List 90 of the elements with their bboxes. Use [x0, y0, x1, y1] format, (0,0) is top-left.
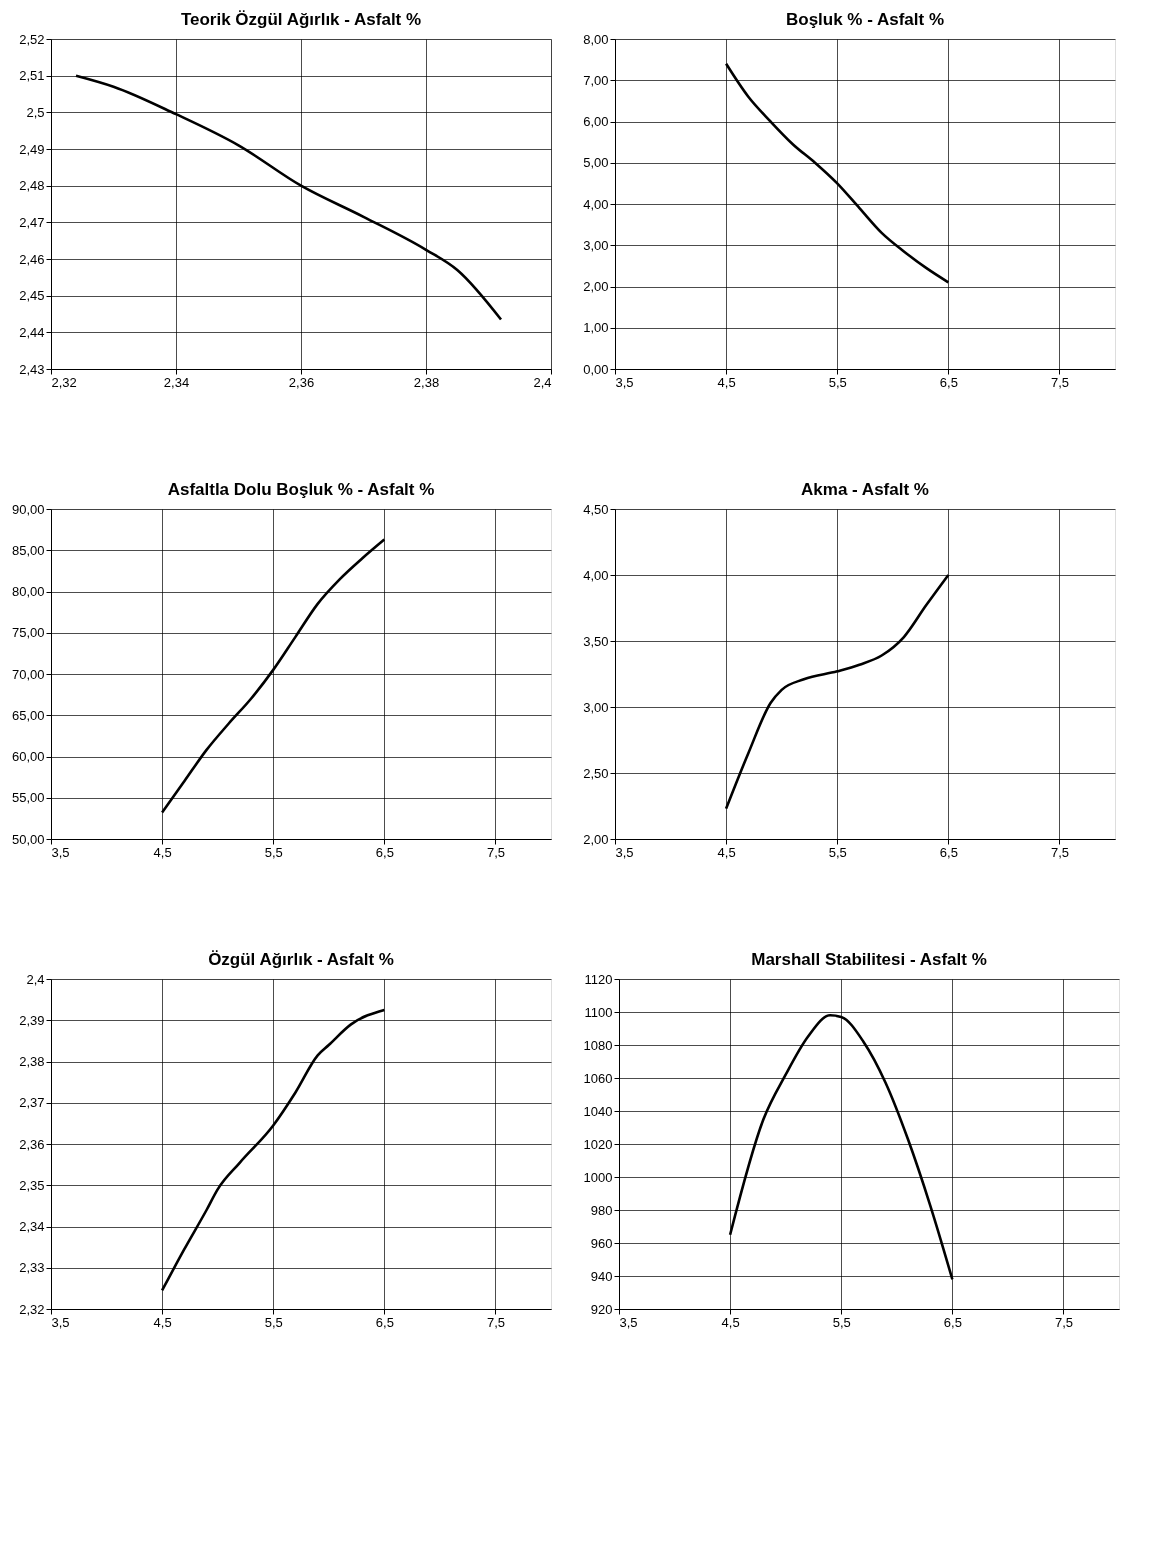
x-tick-label: 6,5	[939, 844, 958, 860]
y-tick-label: 1000	[583, 1169, 613, 1185]
y-tick-label: 6,00	[583, 114, 609, 129]
y-tick-label: 4,00	[583, 567, 609, 583]
x-tick-label: 7,5	[1054, 1314, 1073, 1330]
y-tick-label: 2,44	[19, 324, 45, 340]
x-tick-label: 5,5	[264, 844, 283, 860]
y-tick-label: 2,51	[19, 68, 45, 84]
y-tick-label: 1100	[584, 1004, 613, 1020]
x-tick-label: 5,5	[828, 844, 847, 860]
y-tick-label: 960	[590, 1235, 613, 1251]
x-tick-label: 6,5	[375, 844, 394, 860]
y-tick-label: 65,00	[11, 707, 45, 723]
y-tick-label: 0,00	[583, 361, 609, 377]
x-tick-label: 2,4	[533, 374, 552, 390]
y-tick-label: 8,00	[583, 31, 609, 47]
y-tick-label: 1,00	[583, 320, 609, 336]
y-tick-label: 2,52	[19, 31, 45, 47]
y-tick-label: 90,00	[11, 501, 45, 517]
chart-title: Boşluk % - Asfalt %	[785, 10, 945, 29]
y-tick-label: 50,00	[11, 831, 45, 847]
x-tick-label: 3,5	[619, 1314, 638, 1330]
x-tick-label: 6,5	[375, 1314, 394, 1330]
y-tick-label: 2,45	[19, 288, 45, 304]
y-tick-label: 2,32	[19, 1301, 45, 1317]
y-tick-label: 2,00	[583, 831, 609, 847]
x-tick-label: 3,5	[51, 1314, 70, 1330]
y-tick-label: 1080	[583, 1037, 613, 1053]
x-tick-label: 7,5	[1050, 374, 1069, 390]
chart-title: Teorik Özgül Ağırlık - Asfalt %	[180, 10, 422, 29]
y-tick-label: 2,39	[19, 1012, 45, 1028]
y-tick-label: 4,00	[583, 196, 609, 212]
x-tick-label: 5,5	[832, 1314, 851, 1330]
chart-title: Asfaltla Dolu Boşluk % - Asfalt %	[167, 480, 435, 499]
x-tick-label: 7,5	[1050, 844, 1069, 860]
chart-title: Marshall Stabilitesi - Asfalt %	[751, 950, 987, 969]
y-tick-label: 7,00	[583, 72, 609, 88]
y-tick-label: 1060	[583, 1070, 613, 1086]
x-tick-label: 6,5	[943, 1314, 962, 1330]
y-tick-label: 2,33	[19, 1260, 45, 1276]
y-tick-label: 2,37	[19, 1095, 45, 1111]
y-tick-label: 2,35	[19, 1177, 45, 1193]
x-tick-label: 7,5	[486, 1314, 505, 1330]
x-tick-label: 4,5	[717, 374, 736, 390]
y-tick-label: 2,43	[19, 361, 45, 377]
y-tick-label: 2,38	[19, 1054, 45, 1069]
x-tick-label: 5,5	[828, 374, 847, 390]
y-tick-label: 2,36	[19, 1136, 45, 1152]
y-tick-label: 2,46	[19, 251, 45, 267]
y-tick-label: 55,00	[11, 790, 45, 806]
x-tick-label: 3,5	[615, 374, 634, 390]
x-tick-label: 3,5	[51, 844, 70, 860]
y-tick-label: 85,00	[11, 542, 45, 558]
x-tick-label: 4,5	[721, 1314, 740, 1330]
x-tick-label: 4,5	[153, 844, 172, 860]
y-tick-label: 2,4	[26, 971, 45, 987]
y-tick-label: 2,34	[19, 1219, 45, 1234]
y-tick-label: 920	[590, 1301, 613, 1317]
x-tick-label: 5,5	[264, 1314, 283, 1330]
y-tick-label: 2,50	[583, 765, 609, 781]
y-tick-label: 70,00	[11, 666, 45, 682]
y-tick-label: 3,00	[583, 699, 609, 715]
y-tick-label: 75,00	[11, 625, 45, 641]
y-tick-label: 1040	[583, 1103, 613, 1119]
y-tick-label: 5,00	[583, 155, 609, 171]
y-tick-label: 1120	[584, 971, 613, 987]
y-tick-label: 3,00	[583, 237, 609, 253]
y-tick-label: 980	[590, 1202, 613, 1218]
y-tick-label: 2,49	[19, 141, 45, 157]
y-tick-label: 940	[590, 1268, 613, 1284]
x-tick-label: 2,34	[163, 374, 190, 390]
x-tick-label: 6,5	[939, 374, 958, 390]
y-tick-label: 2,00	[583, 279, 609, 294]
y-tick-label: 80,00	[11, 584, 45, 599]
y-tick-label: 2,48	[19, 178, 45, 194]
chart-title: Özgül Ağırlık - Asfalt %	[208, 950, 394, 969]
x-tick-label: 4,5	[717, 844, 736, 860]
x-tick-label: 4,5	[153, 1314, 172, 1330]
x-tick-label: 2,36	[288, 374, 315, 390]
x-tick-label: 2,32	[51, 374, 77, 390]
y-tick-label: 2,47	[19, 214, 45, 230]
y-tick-label: 60,00	[11, 749, 45, 764]
x-tick-label: 3,5	[615, 844, 634, 860]
y-tick-label: 2,5	[26, 104, 45, 120]
x-tick-label: 2,38	[413, 374, 440, 390]
chart-title: Akma - Asfalt %	[801, 480, 929, 499]
x-tick-label: 7,5	[486, 844, 505, 860]
y-tick-label: 3,50	[583, 633, 609, 649]
y-tick-label: 1020	[583, 1136, 613, 1152]
y-tick-label: 4,50	[583, 501, 609, 517]
